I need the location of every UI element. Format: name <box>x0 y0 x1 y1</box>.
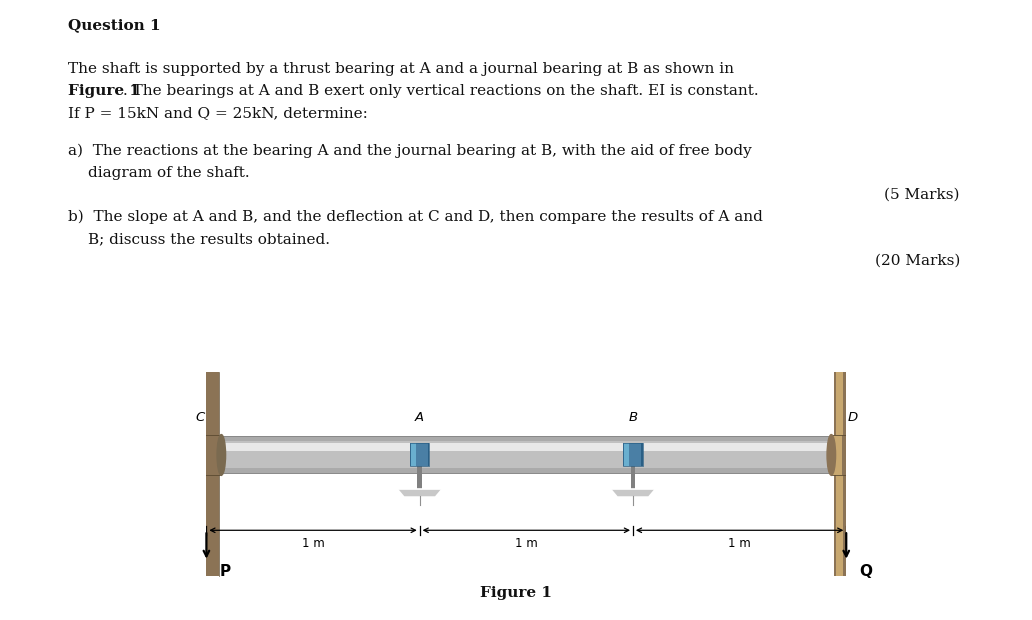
Ellipse shape <box>827 435 836 476</box>
Bar <box>194 373 219 576</box>
Text: B; discuss the results obtained.: B; discuss the results obtained. <box>88 232 330 246</box>
Bar <box>834 373 859 576</box>
Text: Question 1: Question 1 <box>68 18 161 32</box>
Text: a)  The reactions at the bearing A and the journal bearing at B, with the aid of: a) The reactions at the bearing A and th… <box>68 144 751 158</box>
Text: B: B <box>628 410 638 423</box>
Bar <box>196 373 203 576</box>
Bar <box>427 443 429 466</box>
Text: Figure 1: Figure 1 <box>480 586 552 600</box>
Bar <box>834 435 842 476</box>
Text: b)  The slope at A and B, and the deflection at C and D, then compare the result: b) The slope at A and B, and the deflect… <box>68 210 763 224</box>
Text: diagram of the shaft.: diagram of the shaft. <box>88 166 250 180</box>
Text: Q: Q <box>859 564 872 580</box>
Text: A: A <box>415 410 424 423</box>
Text: 1 m: 1 m <box>301 538 324 551</box>
Bar <box>631 466 636 489</box>
Bar <box>623 443 643 466</box>
Bar <box>202 441 850 469</box>
Bar <box>202 443 850 451</box>
Bar <box>624 443 630 466</box>
Bar <box>192 435 221 476</box>
Bar <box>832 435 861 476</box>
Bar <box>202 436 850 474</box>
Ellipse shape <box>217 435 226 476</box>
Ellipse shape <box>187 435 196 476</box>
Text: P: P <box>219 564 230 580</box>
Text: D: D <box>847 410 858 423</box>
Text: C: C <box>195 410 204 423</box>
Text: 1 m: 1 m <box>515 538 538 551</box>
Bar <box>411 443 416 466</box>
Text: The shaft is supported by a thrust bearing at A and a journal bearing at B as sh: The shaft is supported by a thrust beari… <box>68 62 734 76</box>
Ellipse shape <box>857 435 866 476</box>
Text: 1 m: 1 m <box>729 538 751 551</box>
Bar <box>417 466 422 489</box>
Text: If P = 15kN and Q = 25kN, determine:: If P = 15kN and Q = 25kN, determine: <box>68 106 367 120</box>
Bar <box>410 443 429 466</box>
Polygon shape <box>398 489 441 496</box>
Bar <box>194 435 202 476</box>
Bar <box>836 373 843 576</box>
Polygon shape <box>612 489 654 496</box>
Bar <box>641 443 643 466</box>
Text: (20 Marks): (20 Marks) <box>875 254 960 268</box>
Text: . The bearings at A and B exert only vertical reactions on the shaft. EI is cons: . The bearings at A and B exert only ver… <box>123 84 759 98</box>
Bar <box>623 443 643 466</box>
Text: Figure 1: Figure 1 <box>68 84 140 98</box>
Text: (5 Marks): (5 Marks) <box>884 188 960 202</box>
Bar <box>410 443 429 466</box>
